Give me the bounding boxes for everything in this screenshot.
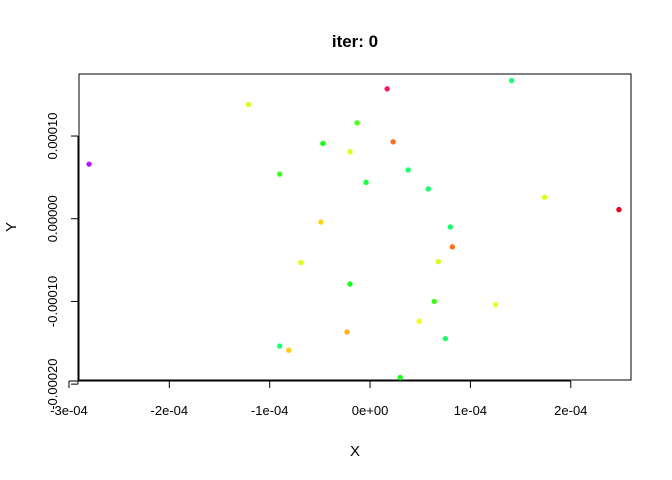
scatter-point-2 <box>245 101 252 108</box>
scatter-point-8 <box>347 149 353 155</box>
x-axis-label: X <box>350 443 360 460</box>
x-axis: -3e-04 -2e-04 -1e-04 0e+00 1e-04 2e-04 <box>50 380 587 418</box>
scatter-point-9 <box>405 167 411 173</box>
scatter-point-20 <box>347 281 353 287</box>
scatter-point-11 <box>363 179 369 186</box>
scatter-point-3 <box>384 86 390 92</box>
scatter-point-18 <box>298 259 304 266</box>
scatter-point-25 <box>442 335 449 342</box>
y-tick-label: 0.00000 <box>45 195 60 242</box>
scatter-point-23 <box>416 318 422 324</box>
scatter-point-28 <box>397 374 403 381</box>
y-axis: -0.00020 -0.00010 0.00000 0.00010 <box>45 113 79 410</box>
x-tick-label: -1e-04 <box>251 403 289 418</box>
chart-title: iter: 0 <box>332 32 378 51</box>
scatter-point-21 <box>431 298 437 305</box>
scatter-point-1 <box>86 161 92 167</box>
scatter-point-14 <box>616 206 622 213</box>
scatter-point-19 <box>435 259 442 265</box>
y-tick-label: 0.00010 <box>45 113 60 160</box>
scatter-point-12 <box>425 186 431 192</box>
scatter-point-16 <box>447 224 454 230</box>
scatter-point-26 <box>277 343 283 349</box>
x-tick-label: 0e+00 <box>352 403 389 418</box>
scatter-point-6 <box>390 139 396 145</box>
scatter-point-22 <box>492 302 499 308</box>
x-tick-label: -2e-04 <box>151 403 189 418</box>
y-axis-label: Y <box>3 222 20 232</box>
scatter-point-7 <box>320 140 326 147</box>
scatter-point-17 <box>449 244 456 250</box>
scatter-point-27 <box>286 347 292 353</box>
points-layer <box>86 77 622 381</box>
scatter-point-4 <box>508 77 515 84</box>
scatter-point-24 <box>344 329 350 335</box>
scatter-point-15 <box>318 219 324 225</box>
plot-frame <box>78 73 632 381</box>
x-tick-label: -3e-04 <box>50 403 88 418</box>
y-tick-label: -0.00020 <box>45 358 60 409</box>
scatter-point-10 <box>277 171 283 177</box>
x-tick-label: 1e-04 <box>454 403 487 418</box>
scatter-point-13 <box>541 194 548 200</box>
scatter-point-5 <box>354 120 360 126</box>
x-tick-label: 2e-04 <box>554 403 587 418</box>
y-tick-label: -0.00010 <box>45 276 60 327</box>
